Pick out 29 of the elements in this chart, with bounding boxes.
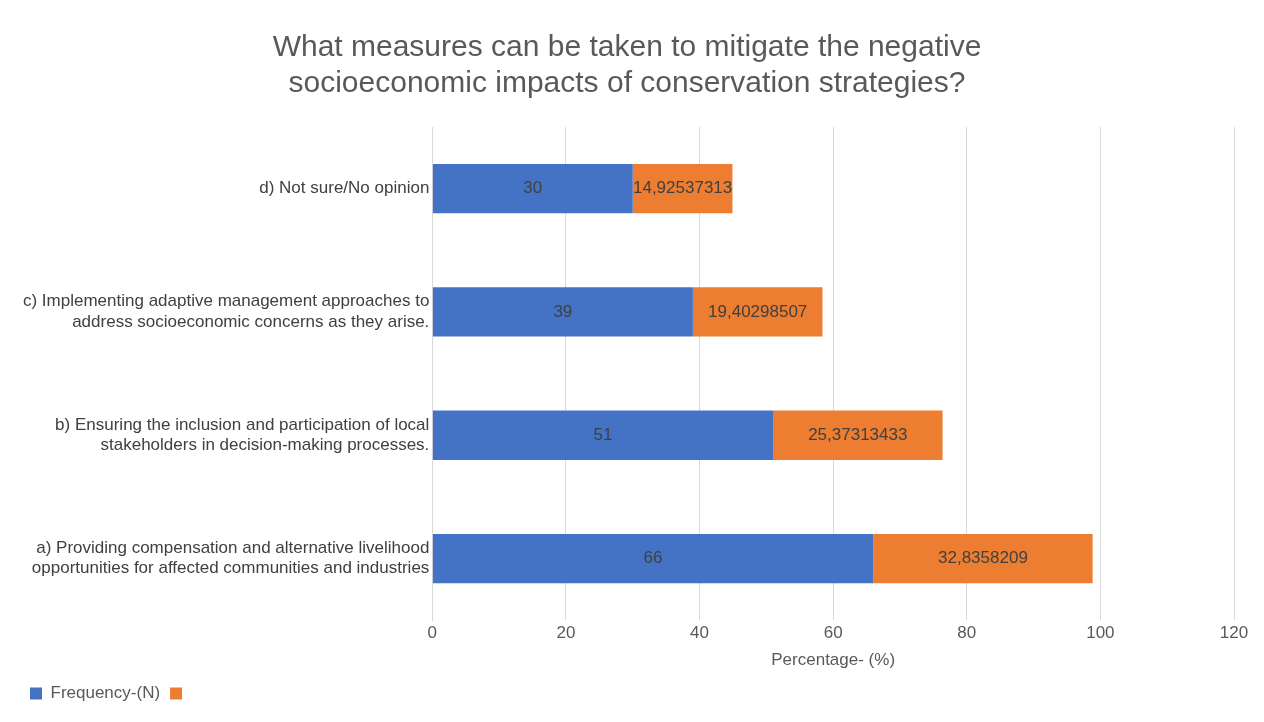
data-label: 14,92537313: [632, 178, 733, 198]
chart-title: What measures can be taken to mitigate the negative socioeconomic impacts of conservation strategies?: [272, 29, 982, 99]
bar: [873, 533, 1093, 584]
y-tick-label: b) Ensuring the inclusion and participation of local stakeholders in decision-making processes.: [55, 414, 430, 455]
bar: [432, 287, 693, 337]
data-label: 66: [643, 548, 663, 568]
bar: [432, 410, 774, 460]
bar: [692, 287, 823, 337]
y-tick-label: d) Not sure/No opinion: [259, 178, 430, 198]
data-label: 30: [523, 178, 543, 198]
legend-label: Frequency-(N): [50, 683, 161, 703]
x-tick-label: 100: [1086, 623, 1115, 643]
x-tick-label: 40: [690, 623, 710, 643]
y-tick-label: a) Providing compensation and alternative livelihood opportunities for affected communities and industries: [31, 538, 430, 578]
x-tick-label: 80: [957, 623, 977, 643]
data-label: 51: [593, 424, 613, 444]
bar: [432, 163, 633, 214]
bar: [773, 410, 943, 460]
y-tick-label: c) Implementing adaptive management approaches to address socioeconomic concerns as they arise.: [22, 291, 430, 331]
x-tick-label: 0: [427, 623, 438, 643]
x-tick-label: 120: [1219, 623, 1249, 643]
data-label: 39: [553, 301, 573, 321]
data-label: 19,40298507: [708, 301, 808, 321]
x-tick-label: 60: [823, 623, 843, 643]
x-tick-label: 20: [556, 623, 576, 643]
x-axis-title: Percentage- (%): [771, 650, 896, 670]
data-label: 25,37313433: [808, 424, 908, 444]
data-label: 32,8358209: [938, 548, 1028, 568]
bar: [432, 533, 874, 584]
